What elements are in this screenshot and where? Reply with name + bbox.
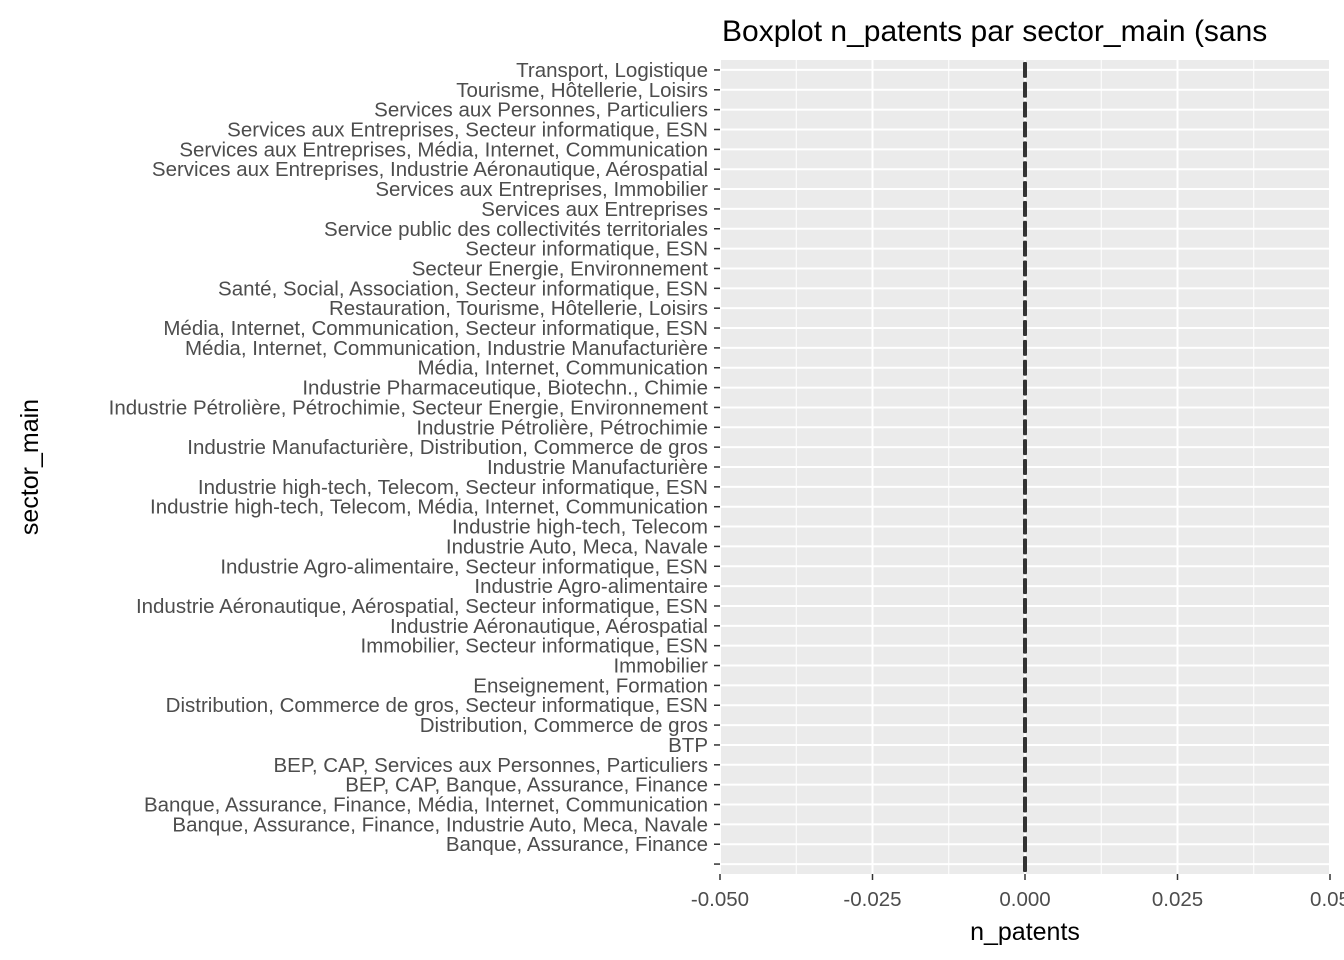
y-tick-label: Banque, Assurance, Finance <box>446 833 708 856</box>
y-tick-label: Services aux Entreprises, Immobilier <box>375 178 708 201</box>
y-tick-label: Banque, Assurance, Finance, Média, Inter… <box>144 794 708 817</box>
y-axis-label: sector_main <box>16 399 44 535</box>
y-tick-label: Industrie Aéronautique, Aérospatial <box>390 615 708 638</box>
y-tick-label: Distribution, Commerce de gros, Secteur … <box>166 694 708 717</box>
x-tick-label: -0.025 <box>843 888 901 911</box>
y-axis: Banque, Assurance, FinanceBanque, Assura… <box>109 59 720 864</box>
x-tick-label: 0.000 <box>999 888 1050 911</box>
y-tick-label: Santé, Social, Association, Secteur info… <box>218 277 708 300</box>
y-tick-label: Média, Internet, Communication, Secteur … <box>163 317 708 340</box>
y-tick-label: Industrie Pétrolière, Pétrochimie <box>416 416 708 439</box>
x-tick-label: 0.025 <box>1152 888 1203 911</box>
y-tick-label: BEP, CAP, Banque, Assurance, Finance <box>345 774 708 797</box>
y-tick-label: Banque, Assurance, Finance, Industrie Au… <box>172 813 708 836</box>
y-tick-label: Services aux Entreprises, Secteur inform… <box>227 118 708 141</box>
y-tick-label: Services aux Entreprises, Média, Interne… <box>179 138 708 161</box>
boxplot-marks <box>1024 62 1026 871</box>
y-tick-label: Secteur informatique, ESN <box>465 238 708 261</box>
y-tick-label: Industrie Manufacturière <box>487 456 708 479</box>
y-tick-label: Industrie high-tech, Telecom <box>452 516 708 539</box>
y-tick-label: Transport, Logistique <box>516 59 708 82</box>
y-tick-label: Industrie Manufacturière, Distribution, … <box>187 436 708 459</box>
y-tick-label: Enseignement, Formation <box>473 674 708 697</box>
y-tick-label: Tourisme, Hôtellerie, Loisirs <box>456 79 708 102</box>
y-tick-label: Immobilier <box>613 655 708 678</box>
y-tick-label: Industrie Agro-alimentaire <box>474 575 708 598</box>
y-tick-label: Média, Internet, Communication <box>417 357 708 380</box>
x-tick-label: -0.050 <box>691 888 749 911</box>
y-tick-label: BTP <box>668 734 708 757</box>
y-tick-label: Services aux Entreprises <box>481 198 708 221</box>
x-axis: -0.050 -0.025 0.000 0.025 0.05 <box>691 874 1344 911</box>
y-tick-label: BEP, CAP, Services aux Personnes, Partic… <box>273 754 708 777</box>
y-tick-label: Industrie Pharmaceutique, Biotechn., Chi… <box>302 377 708 400</box>
y-tick-label: Industrie high-tech, Telecom, Secteur in… <box>198 476 708 499</box>
y-tick-label: Industrie Auto, Meca, Navale <box>446 535 708 558</box>
y-tick-label: Industrie high-tech, Telecom, Média, Int… <box>150 496 708 519</box>
y-tick-label: Distribution, Commerce de gros <box>420 714 708 737</box>
y-tick-label: Média, Internet, Communication, Industri… <box>185 337 708 360</box>
y-tick-label: Services aux Personnes, Particuliers <box>374 99 708 122</box>
chart-title: Boxplot n_patents par sector_main (sans <box>722 15 1267 48</box>
y-tick-label: Industrie Aéronautique, Aérospatial, Sec… <box>136 595 708 618</box>
y-tick-label: Industrie Agro-alimentaire, Secteur info… <box>220 555 708 578</box>
x-axis-label: n_patents <box>970 918 1080 946</box>
y-tick-label: Secteur Energie, Environnement <box>412 257 709 280</box>
y-tick-label: Industrie Pétrolière, Pétrochimie, Secte… <box>109 396 709 419</box>
y-tick-label: Service public des collectivités territo… <box>324 218 708 241</box>
y-tick-label: Services aux Entreprises, Industrie Aéro… <box>152 158 708 181</box>
y-tick-label: Restauration, Tourisme, Hôtellerie, Lois… <box>329 297 708 320</box>
x-tick-label: 0.05 <box>1310 888 1344 911</box>
y-tick-label: Immobilier, Secteur informatique, ESN <box>361 635 709 658</box>
